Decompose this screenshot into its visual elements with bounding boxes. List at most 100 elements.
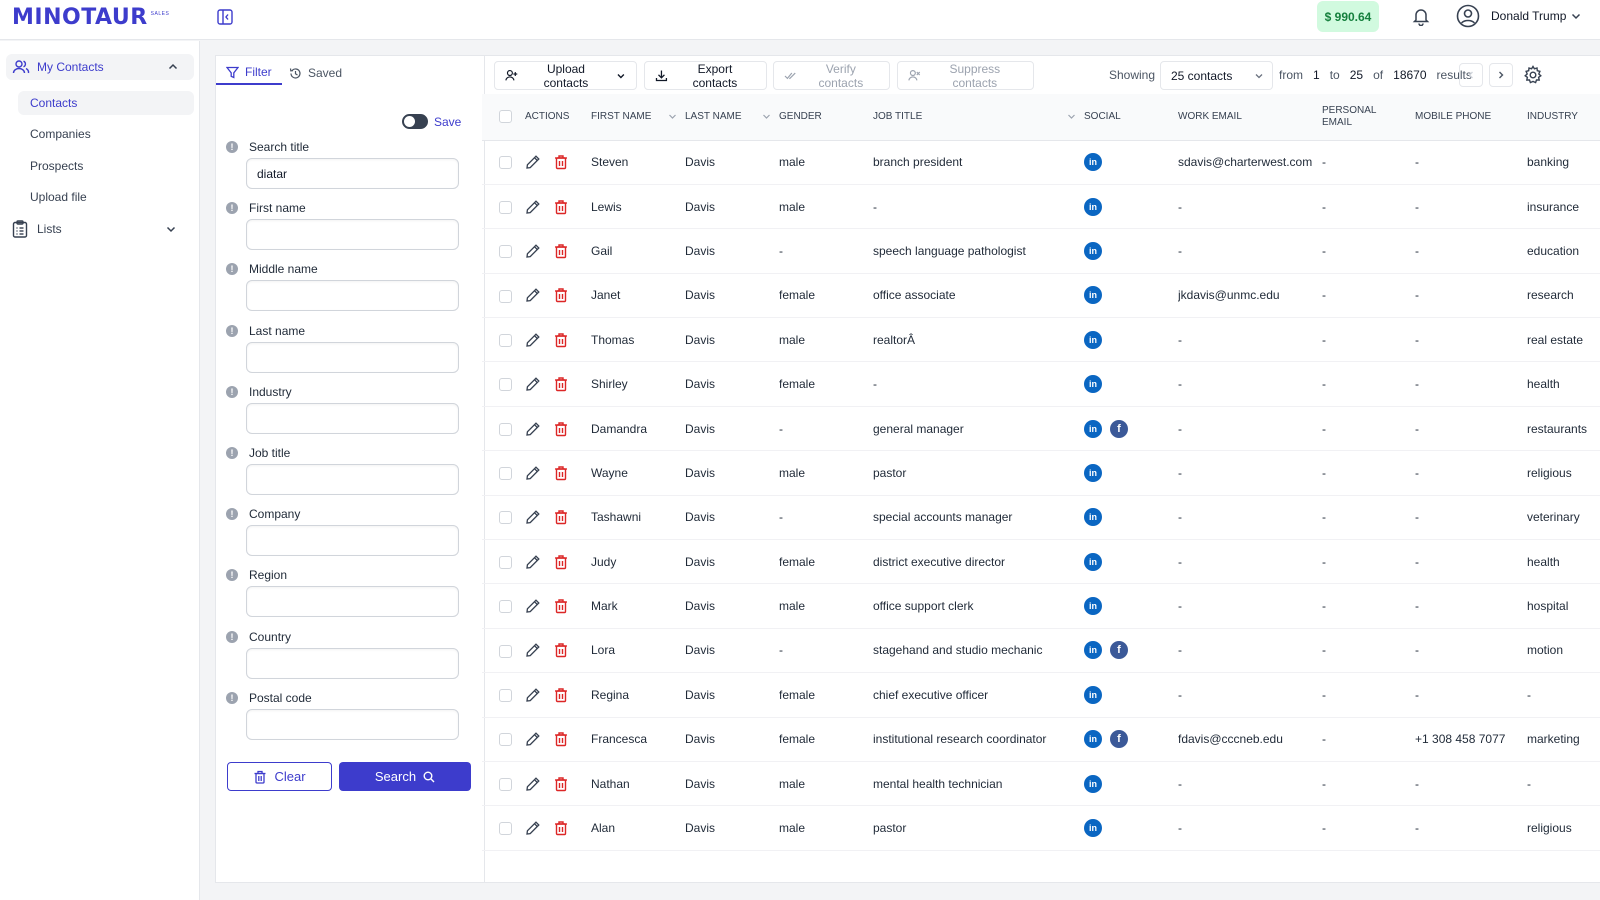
clear-button[interactable]: Clear <box>227 762 332 791</box>
trash-icon[interactable] <box>553 776 569 792</box>
company-input[interactable] <box>246 525 459 557</box>
trash-icon[interactable] <box>553 731 569 747</box>
postal-code-input[interactable] <box>246 708 459 740</box>
table-row[interactable]: Francesca Davis female institutional resear… <box>482 717 1600 762</box>
row-checkbox[interactable] <box>499 644 512 658</box>
table-row[interactable]: Regina Davis female chief executive officer… <box>482 672 1600 718</box>
table-row[interactable]: Damandra Davis - general manager in f - - - resta… <box>482 406 1600 452</box>
job-title-input[interactable] <box>246 464 459 495</box>
next-page-button[interactable] <box>1489 63 1513 87</box>
header-first-name[interactable]: FIRST NAME <box>591 94 685 141</box>
pencil-icon[interactable] <box>525 243 541 259</box>
search-title-input[interactable] <box>246 158 459 189</box>
trash-icon[interactable] <box>553 421 569 437</box>
chevron-down-icon[interactable] <box>1570 10 1582 22</box>
trash-icon[interactable] <box>553 554 569 570</box>
info-icon[interactable]: ! <box>226 385 238 398</box>
pencil-icon[interactable] <box>525 642 541 658</box>
table-row[interactable]: Tashawni Davis - special accounts manager in… <box>482 495 1600 541</box>
table-row[interactable]: Judy Davis female district executive direct… <box>482 539 1600 585</box>
pencil-icon[interactable] <box>525 154 541 170</box>
contacts-table-container[interactable]: ACTIONS FIRST NAME LAST NAME GENDER JOB … <box>482 94 1600 882</box>
pencil-icon[interactable] <box>525 598 541 614</box>
user-avatar-icon[interactable] <box>1456 4 1480 28</box>
pencil-icon[interactable] <box>525 199 541 215</box>
prev-page-button[interactable] <box>1459 63 1483 87</box>
pencil-icon[interactable] <box>525 509 541 525</box>
row-checkbox[interactable] <box>499 422 512 436</box>
linkedin-icon[interactable]: in <box>1084 597 1102 616</box>
pencil-icon[interactable] <box>525 332 541 348</box>
pencil-icon[interactable] <box>525 820 541 836</box>
pencil-icon[interactable] <box>525 731 541 747</box>
pencil-icon[interactable] <box>525 376 541 392</box>
row-checkbox[interactable] <box>499 378 512 392</box>
nav-group-lists[interactable]: Lists <box>12 218 194 240</box>
pencil-icon[interactable] <box>525 554 541 570</box>
linkedin-icon[interactable]: in <box>1084 330 1102 349</box>
tab-filter[interactable]: Filter <box>216 61 282 85</box>
trash-icon[interactable] <box>553 199 569 215</box>
trash-icon[interactable] <box>553 243 569 259</box>
linkedin-icon[interactable]: in <box>1084 641 1102 660</box>
info-icon[interactable]: ! <box>226 569 238 582</box>
info-icon[interactable]: ! <box>226 447 238 459</box>
pencil-icon[interactable] <box>525 465 541 481</box>
balance-badge[interactable]: $ 990.64 <box>1317 1 1379 32</box>
linkedin-icon[interactable]: in <box>1084 552 1102 571</box>
tab-saved[interactable]: Saved <box>289 61 342 85</box>
suppress-contacts-button[interactable]: Suppress contacts <box>897 61 1034 90</box>
row-checkbox[interactable] <box>499 777 512 791</box>
linkedin-icon[interactable]: in <box>1084 463 1102 482</box>
row-checkbox[interactable] <box>499 822 512 836</box>
page-size-select[interactable]: 25 contacts <box>1160 61 1273 90</box>
verify-contacts-button[interactable]: Verify contacts <box>773 61 890 90</box>
trash-icon[interactable] <box>553 598 569 614</box>
first-name-input[interactable] <box>246 219 459 251</box>
trash-icon[interactable] <box>553 509 569 525</box>
table-row[interactable]: Lora Davis - stagehand and studio mechanic i… <box>482 628 1600 674</box>
facebook-icon[interactable]: f <box>1110 730 1128 749</box>
info-icon[interactable]: ! <box>226 202 238 215</box>
row-checkbox[interactable] <box>499 156 512 170</box>
sidebar-item-upload-file[interactable]: Upload file <box>30 190 87 204</box>
nav-group-my-contacts[interactable]: My Contacts <box>6 54 194 80</box>
facebook-icon[interactable]: f <box>1110 419 1128 438</box>
info-icon[interactable]: ! <box>226 141 238 153</box>
trash-icon[interactable] <box>553 642 569 658</box>
linkedin-icon[interactable]: in <box>1084 286 1102 305</box>
trash-icon[interactable] <box>553 376 569 392</box>
linkedin-icon[interactable]: in <box>1084 685 1102 704</box>
sidebar-collapse-icon[interactable] <box>216 8 234 26</box>
table-row[interactable]: Nathan Davis male mental health technician i… <box>482 761 1600 807</box>
trash-icon[interactable] <box>553 465 569 481</box>
pencil-icon[interactable] <box>525 776 541 792</box>
table-row[interactable]: ThomasDavismalerealtorÂinf---real estate <box>482 317 1600 363</box>
sidebar-item-contacts[interactable]: Contacts <box>18 91 194 115</box>
bell-icon[interactable] <box>1411 6 1431 26</box>
select-all-checkbox[interactable] <box>499 110 512 124</box>
facebook-icon[interactable]: f <box>1110 641 1128 660</box>
middle-name-input[interactable] <box>246 280 459 312</box>
trash-icon[interactable] <box>553 287 569 303</box>
table-row[interactable]: WayneDavismalepastorinf---religious <box>482 450 1600 496</box>
linkedin-icon[interactable]: in <box>1084 241 1102 260</box>
chevron-up-icon[interactable] <box>167 61 179 73</box>
row-checkbox[interactable] <box>499 733 512 747</box>
last-name-input[interactable] <box>246 341 459 373</box>
industry-input[interactable] <box>246 402 459 434</box>
info-icon[interactable]: ! <box>226 691 238 704</box>
pencil-icon[interactable] <box>525 421 541 437</box>
linkedin-icon[interactable]: in <box>1084 375 1102 394</box>
user-name[interactable]: Donald Trump <box>1491 9 1567 23</box>
row-checkbox[interactable] <box>499 555 512 569</box>
info-icon[interactable]: ! <box>226 508 238 521</box>
row-checkbox[interactable] <box>499 600 512 614</box>
header-last-name[interactable]: LAST NAME <box>685 94 779 141</box>
country-input[interactable] <box>246 647 459 679</box>
